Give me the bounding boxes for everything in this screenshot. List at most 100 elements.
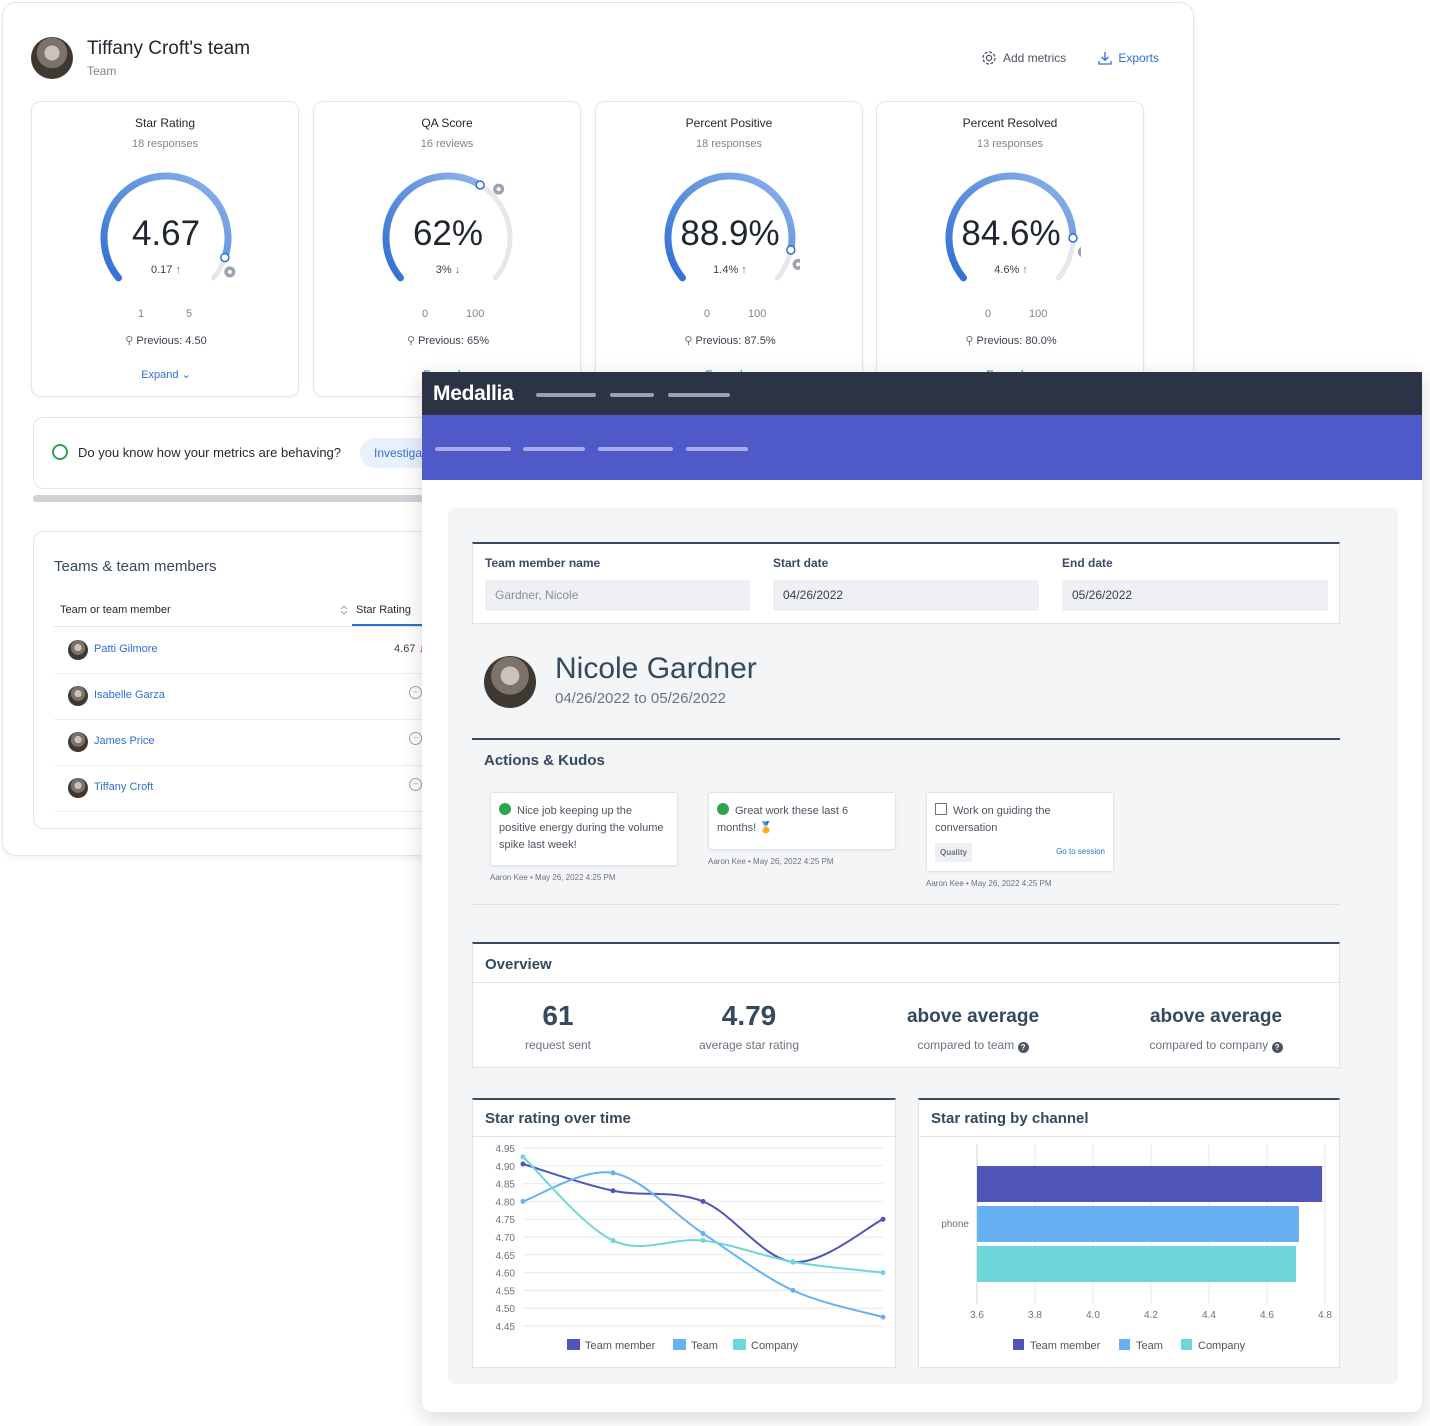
- data-point[interactable]: [520, 1161, 526, 1167]
- metric-count: 18 responses: [695, 138, 763, 150]
- member-name-link[interactable]: Tiffany Croft: [94, 781, 154, 793]
- go-to-session-link[interactable]: Go to session: [1056, 847, 1105, 856]
- subnav-item-placeholder[interactable]: [523, 447, 585, 451]
- column-header-star-rating[interactable]: Star Rating: [356, 604, 412, 616]
- delta-value: 3%: [435, 264, 452, 276]
- exports-label: Exports: [1118, 51, 1159, 65]
- subnav-item-placeholder[interactable]: [686, 447, 748, 451]
- horizontal-scrollbar[interactable]: [33, 495, 453, 502]
- member-row[interactable]: James Price –: [54, 720, 434, 766]
- gauge-fill: [100, 172, 232, 282]
- kudo-card[interactable]: Great work these last 6 months! 🏅: [708, 792, 896, 850]
- help-icon[interactable]: ?: [1271, 1042, 1283, 1053]
- data-point[interactable]: [610, 1238, 616, 1244]
- stat-vs-team: above average compared to team ?: [883, 1000, 1063, 1053]
- member-rating-value: 4.67: [394, 643, 416, 655]
- no-data-icon: –: [409, 686, 422, 699]
- member-name-link[interactable]: James Price: [94, 735, 155, 747]
- bar-company[interactable]: [977, 1246, 1296, 1282]
- data-point[interactable]: [520, 1154, 526, 1160]
- data-point[interactable]: [700, 1238, 706, 1244]
- column-header-member[interactable]: Team or team member: [60, 604, 171, 616]
- legend-swatch: [567, 1339, 580, 1350]
- help-icon[interactable]: ?: [1017, 1042, 1029, 1053]
- kudo-meta: Aaron Kee • May 26, 2022 4:25 PM: [490, 873, 616, 882]
- profile-name: Nicole Gardner: [555, 652, 757, 685]
- location-pin-icon: ⚲: [406, 335, 419, 347]
- subnav-item-placeholder[interactable]: [435, 447, 511, 451]
- metric-name: Star Rating: [134, 116, 196, 130]
- member-name-link[interactable]: Patti Gilmore: [94, 643, 158, 655]
- kudo-card[interactable]: Nice job keeping up the positive energy …: [490, 792, 678, 866]
- checkbox[interactable]: [935, 803, 947, 815]
- bar-chart-card: Star rating by channel 3.6 3.8 4.0 4.2 4.4 4.…: [918, 1098, 1340, 1368]
- x-tick-label: 3.8: [1028, 1310, 1042, 1321]
- expand-button[interactable]: Expand ⌄: [32, 368, 300, 381]
- sort-icon[interactable]: [340, 604, 348, 616]
- gauge-handle: [786, 245, 796, 255]
- stat-value: 61: [542, 1000, 574, 1031]
- medallia-logo[interactable]: Medallia: [433, 382, 514, 405]
- x-tick-label: 3.6: [970, 1310, 984, 1321]
- legend-swatch: [1013, 1339, 1024, 1350]
- bar-team[interactable]: [977, 1206, 1299, 1242]
- data-point[interactable]: [880, 1314, 886, 1320]
- member-row[interactable]: Isabelle Garza –: [54, 674, 434, 720]
- data-point[interactable]: [790, 1259, 796, 1265]
- line-chart-card: Star rating over time 4.95 4.90 4.85 4.80 4.…: [472, 1098, 896, 1368]
- metric-count: 16 reviews: [420, 138, 474, 150]
- data-point[interactable]: [880, 1270, 886, 1276]
- metric-previous: ⚲ Previous: 4.50: [32, 334, 300, 347]
- nav-item-placeholder[interactable]: [668, 393, 730, 397]
- add-metrics-button[interactable]: Add metrics: [981, 50, 1066, 66]
- overview-card: Overview 61 request sent 4.79 average st…: [472, 942, 1340, 1068]
- data-point[interactable]: [790, 1287, 796, 1293]
- team-avatar: [31, 37, 73, 79]
- gauge-handle: [475, 180, 485, 190]
- member-row[interactable]: Patti Gilmore 4.67 ↓: [54, 628, 434, 674]
- end-date-input[interactable]: 05/26/2022: [1062, 580, 1328, 611]
- legend-label: Team: [1136, 1340, 1163, 1352]
- data-point[interactable]: [610, 1188, 616, 1194]
- scale-max: 5: [186, 308, 193, 320]
- member-name-input[interactable]: Gardner, Nicole: [485, 580, 750, 611]
- data-point[interactable]: [520, 1198, 526, 1204]
- kudos-divider: [472, 738, 1340, 740]
- category-label: phone: [941, 1219, 969, 1230]
- bar-chart-title: Star rating by channel: [931, 1110, 1089, 1127]
- member-name-link[interactable]: Isabelle Garza: [94, 689, 165, 701]
- kudos-title: Actions & Kudos: [484, 752, 605, 769]
- location-pin-icon: ⚲: [684, 335, 696, 347]
- no-data-icon: –: [409, 732, 422, 745]
- metric-count: 18 responses: [131, 138, 199, 150]
- nav-item-placeholder[interactable]: [610, 393, 654, 397]
- team-subtitle: Team: [87, 64, 117, 78]
- top-navbar: Medallia: [422, 372, 1422, 415]
- download-icon: [1098, 52, 1112, 65]
- exports-button[interactable]: Exports: [1098, 50, 1159, 66]
- star-rating-by-channel-chart: 3.6 3.8 4.0 4.2 4.4 4.6 4.8 phone Team member Tea…: [941, 1144, 1332, 1352]
- target-icon[interactable]: [1077, 246, 1081, 257]
- metric-name: Percent Resolved: [962, 116, 1058, 130]
- smile-icon: [499, 803, 511, 815]
- metric-value: 62%: [412, 214, 484, 253]
- data-point[interactable]: [880, 1216, 886, 1222]
- x-tick-label: 4.4: [1202, 1310, 1216, 1321]
- metric-delta: 3% ↓: [314, 264, 582, 276]
- location-pin-icon: ⚲: [965, 335, 977, 347]
- member-row[interactable]: Tiffany Croft –: [54, 766, 434, 812]
- data-point[interactable]: [700, 1198, 706, 1204]
- action-card[interactable]: Work on guiding the conversation Quality…: [926, 792, 1114, 872]
- metric-gauge: [664, 172, 800, 282]
- metric-card: Percent Positive 18 responses 88.9% 1.4% ↑ 0…: [595, 101, 863, 397]
- bar-team-member[interactable]: [977, 1166, 1323, 1202]
- start-date-input[interactable]: 04/26/2022: [773, 580, 1039, 611]
- legend-label: Company: [1198, 1340, 1246, 1352]
- member-avatar: [68, 778, 88, 798]
- data-point[interactable]: [610, 1170, 616, 1176]
- data-point[interactable]: [700, 1230, 706, 1236]
- scale-max: 100: [466, 308, 485, 320]
- nav-item-placeholder[interactable]: [536, 393, 596, 397]
- subnav-item-placeholder[interactable]: [598, 447, 673, 451]
- action-text: Work on guiding the conversation: [935, 805, 1051, 834]
